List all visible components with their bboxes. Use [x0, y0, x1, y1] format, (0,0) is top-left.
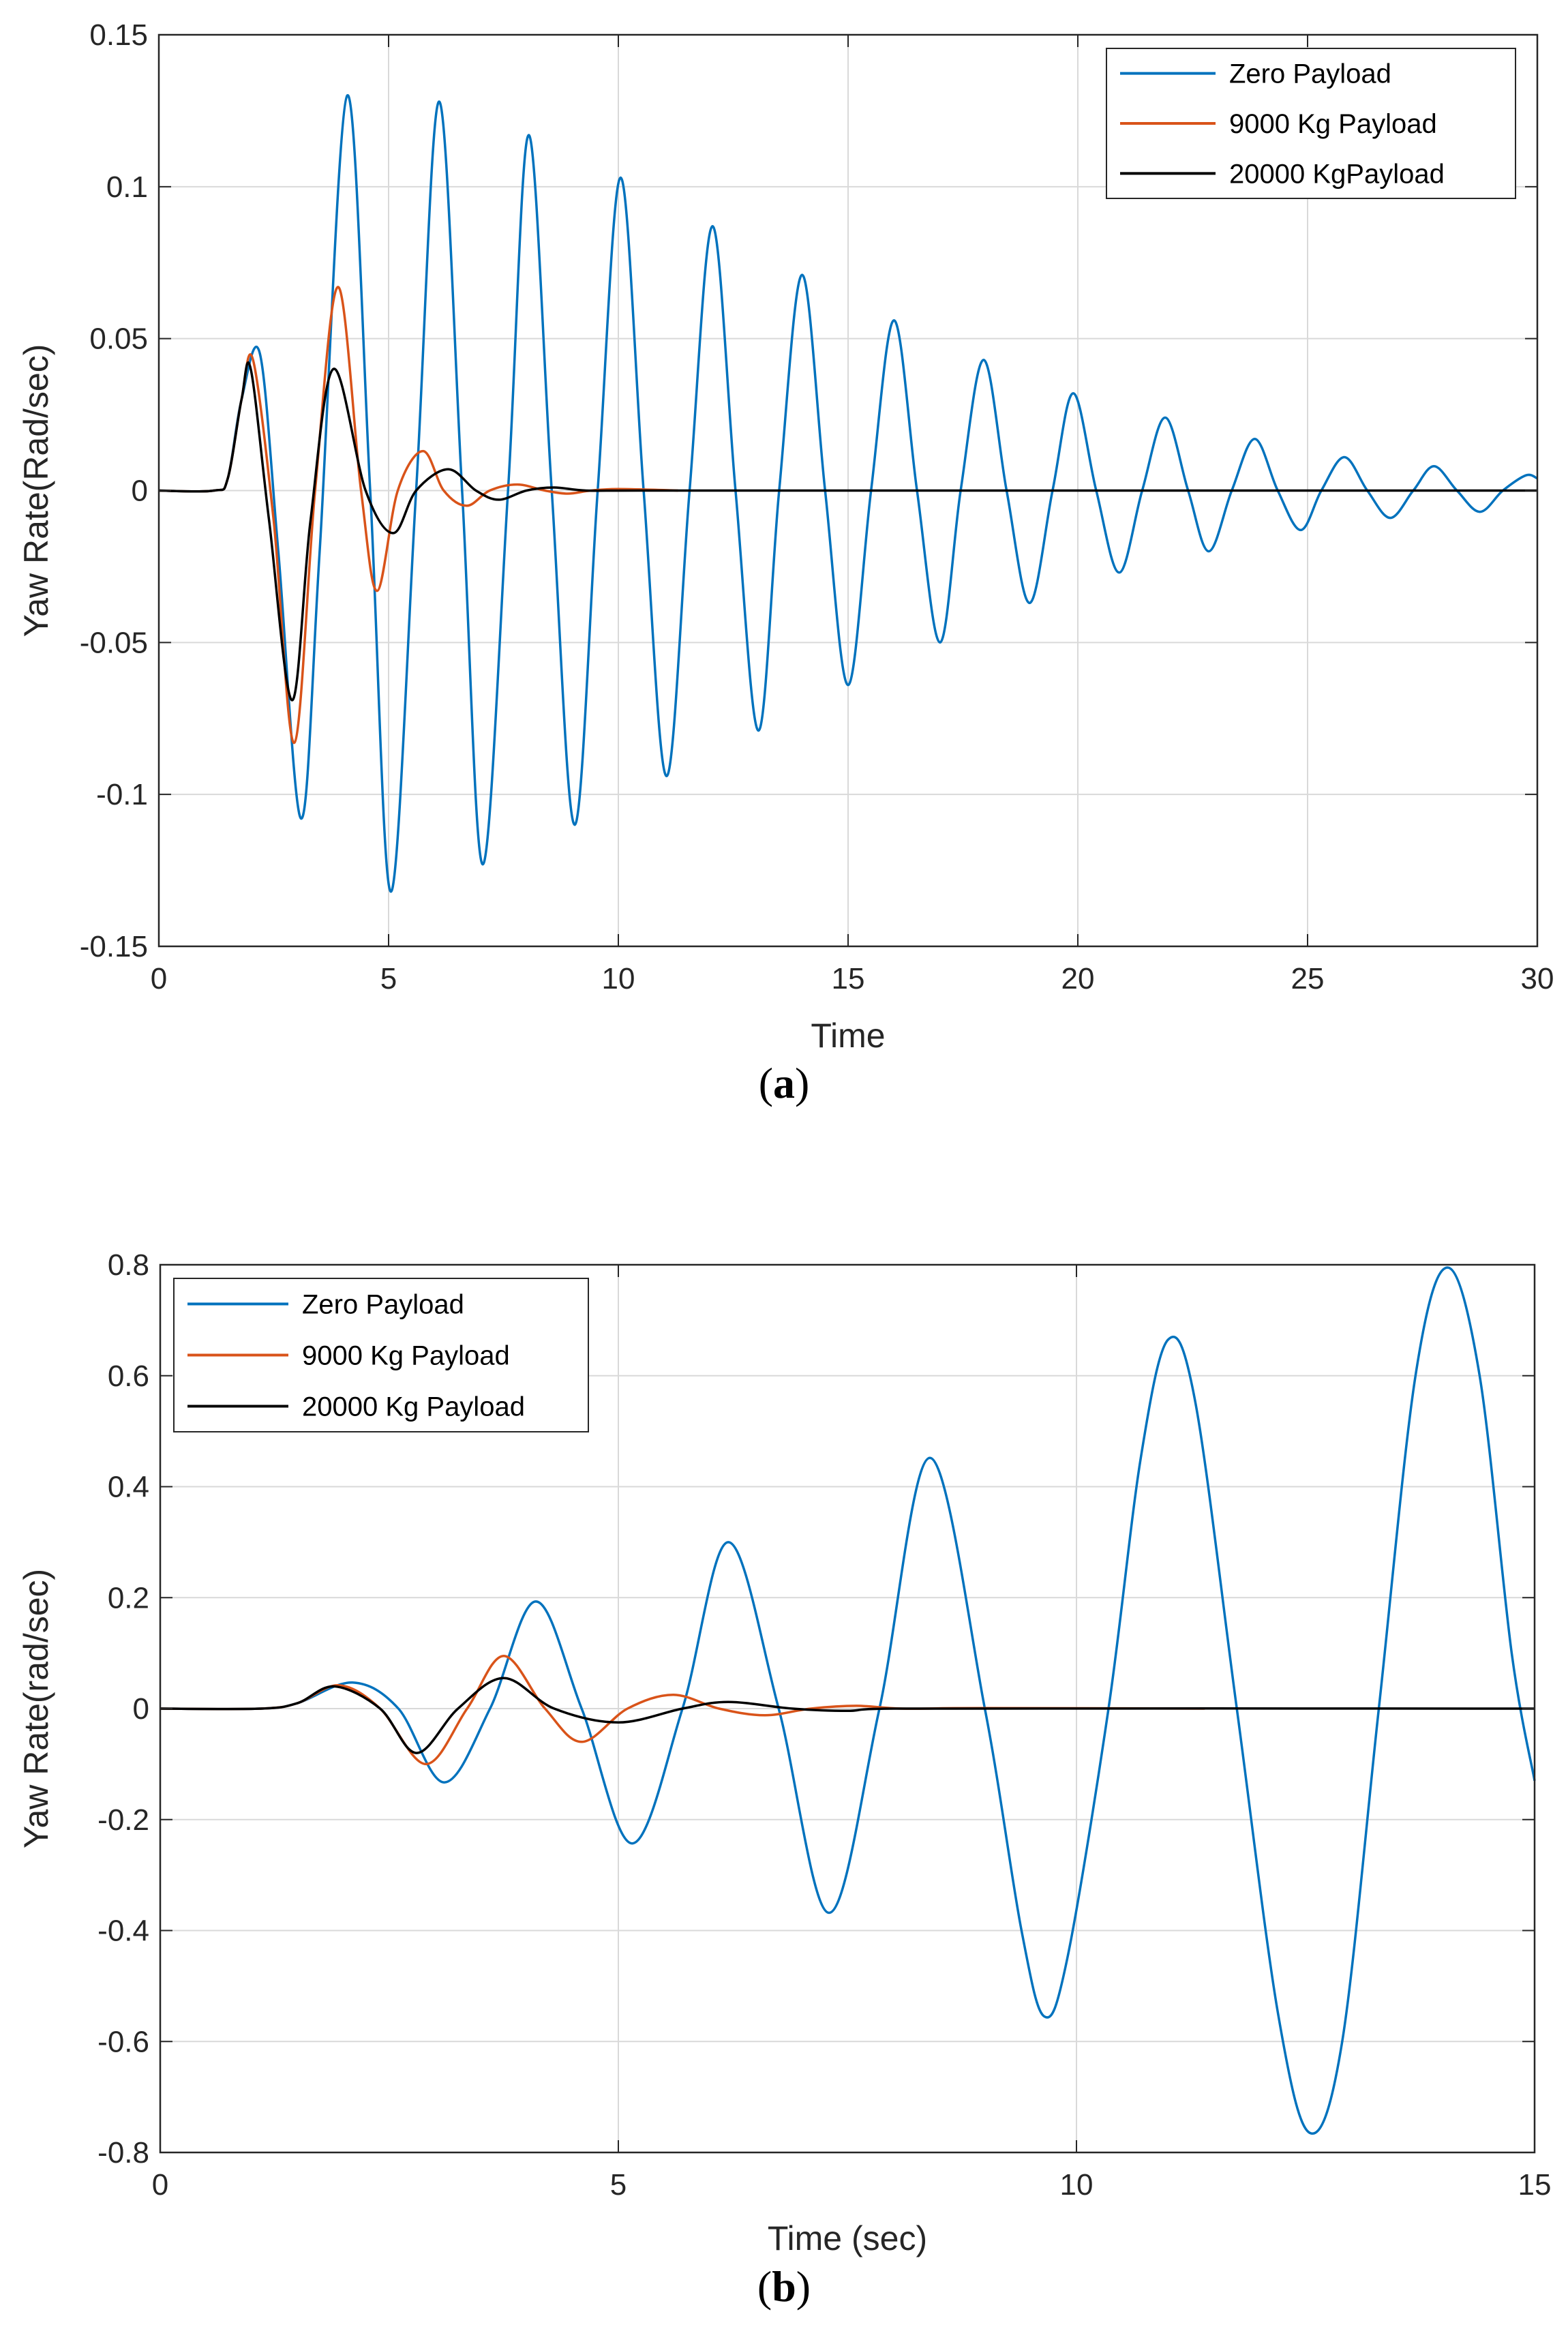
chart-a-series-zero-payload — [158, 94, 1538, 893]
chart-b-series-20000-kg-payload — [160, 1677, 1535, 1754]
chart-a-x-tick-label: 0 — [151, 962, 167, 995]
chart-a-y-tick-label: -0.05 — [80, 626, 148, 659]
chart-a-y-tick-label: 0 — [132, 475, 148, 508]
chart-a-y-tick-label: -0.15 — [80, 930, 148, 963]
chart-a-x-tick-label: 5 — [380, 962, 397, 995]
chart-b-x-tick-label: 0 — [152, 2168, 168, 2202]
chart-a-y-tick-label: -0.1 — [96, 778, 148, 811]
chart-b-legend-entry: 20000 Kg Payload — [302, 1392, 525, 1422]
chart-b-legend-entry: Zero Payload — [302, 1290, 464, 1320]
chart-a-x-tick-label: 10 — [602, 962, 635, 995]
chart-b-y-tick-label: 0.2 — [108, 1581, 149, 1615]
chart-b-y-tick-label: -0.4 — [97, 1915, 149, 1948]
chart-a-x-tick-label: 25 — [1291, 962, 1325, 995]
chart-a-legend: Zero Payload 9000 Kg Payload 20000 KgPaylo… — [1106, 48, 1516, 199]
chart-panel-b: 0 5 10 15 -0.8 -0.6 -0.4 -0.2 0 0.2 0.4 0.6 0.8 Time … — [17, 1248, 1551, 2311]
chart-b-x-tick-label: 10 — [1060, 2168, 1094, 2202]
chart-a-legend-entry: 9000 Kg Payload — [1229, 109, 1437, 139]
chart-a-caption: (a) — [759, 1059, 810, 1107]
chart-b-y-axis-label: Yaw Rate(rad/sec) — [17, 1569, 55, 1848]
chart-b-y-tick-label: 0 — [133, 1692, 149, 1726]
chart-b-x-tick-label: 15 — [1518, 2168, 1552, 2202]
chart-b-y-tick-label: 0.8 — [108, 1248, 149, 1282]
chart-b-y-tick-label: -0.2 — [97, 1803, 149, 1837]
chart-a-y-tick-label: 0.15 — [89, 18, 148, 52]
chart-b-y-tick-label: 0.6 — [108, 1360, 149, 1393]
chart-a-legend-entry: 20000 KgPayload — [1229, 159, 1445, 189]
chart-a-y-tick-label: 0.05 — [89, 322, 148, 356]
chart-b-x-axis-label: Time (sec) — [768, 2219, 927, 2257]
chart-b-y-tick-label: 0.4 — [108, 1471, 149, 1504]
chart-a-y-tick-label: 0.1 — [106, 170, 148, 204]
chart-a-x-tick-label: 30 — [1521, 962, 1554, 995]
chart-b-series-zero-payload — [160, 1266, 1536, 2135]
chart-a-x-tick-label: 15 — [832, 962, 865, 995]
chart-a-y-axis-label: Yaw Rate(Rad/sec) — [17, 344, 55, 637]
chart-panel-a: 0 5 10 15 20 25 30 -0.15 -0.1 -0.05 0 0.05 0.1 0.15 Ti… — [17, 18, 1554, 1107]
chart-a-series-9000-kg-payload — [158, 286, 678, 745]
chart-b-y-tick-label: -0.8 — [97, 2136, 149, 2170]
chart-a-x-tick-label: 20 — [1061, 962, 1095, 995]
chart-b-legend-entry: 9000 Kg Payload — [302, 1341, 510, 1371]
chart-a-x-axis-label: Time — [811, 1017, 885, 1055]
chart-b-legend: Zero Payload 9000 Kg Payload 20000 Kg Payl… — [173, 1278, 589, 1432]
chart-b-caption: (b) — [757, 2262, 811, 2311]
chart-a-legend-entry: Zero Payload — [1229, 59, 1391, 89]
chart-b-x-tick-label: 5 — [610, 2168, 627, 2202]
chart-a-series-20000-kgpayload — [158, 361, 1537, 702]
chart-b-y-tick-label: -0.6 — [97, 2025, 149, 2058]
